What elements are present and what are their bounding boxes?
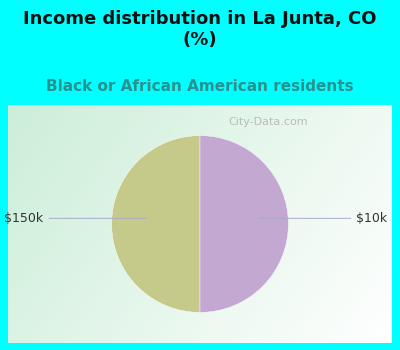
Wedge shape bbox=[112, 135, 200, 313]
Text: Income distribution in La Junta, CO
(%): Income distribution in La Junta, CO (%) bbox=[23, 10, 377, 49]
Text: Black or African American residents: Black or African American residents bbox=[46, 79, 354, 93]
Wedge shape bbox=[200, 135, 288, 313]
Text: $150k: $150k bbox=[4, 212, 146, 225]
Text: $10k: $10k bbox=[260, 212, 388, 225]
Text: City-Data.com: City-Data.com bbox=[228, 117, 308, 127]
